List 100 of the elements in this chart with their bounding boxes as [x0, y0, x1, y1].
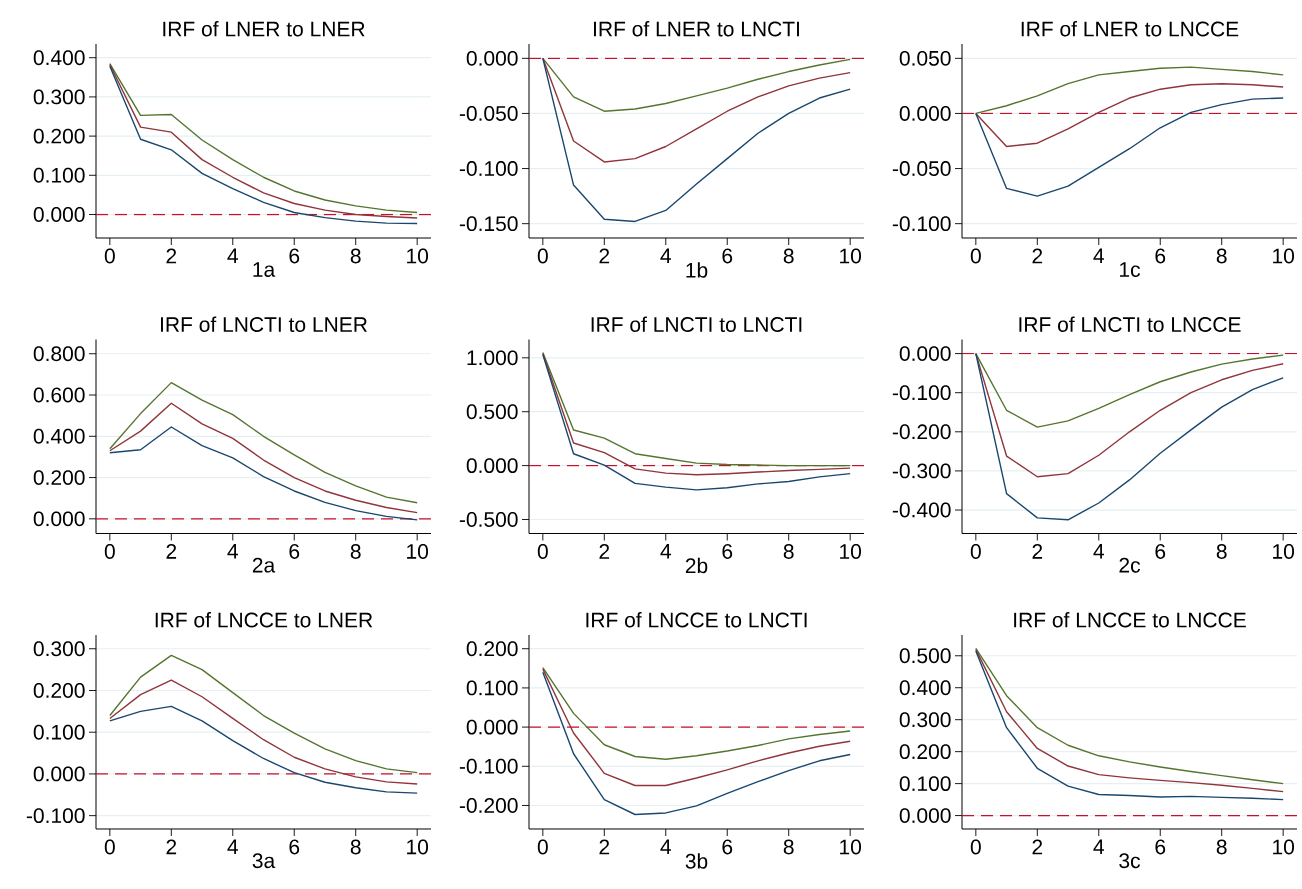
x-tick-label: 8 — [350, 839, 361, 855]
x-tick-label: 4 — [1093, 839, 1104, 854]
x-tick-label: 8 — [783, 839, 794, 855]
x-axis-title: 2c — [1119, 557, 1141, 573]
x-tick-label: 2 — [1032, 248, 1043, 264]
x-tick-label: 6 — [289, 248, 300, 264]
y-tick-label: 0.000 — [466, 50, 518, 66]
x-tick-label: 10 — [840, 248, 862, 264]
x-axis-title: 3a — [252, 853, 276, 869]
y-tick-label: 0.300 — [33, 641, 85, 657]
line-series — [975, 82, 1284, 148]
chart-title: IRF of LNCTI to LNER — [161, 316, 367, 332]
x-tick-label: 6 — [1155, 248, 1166, 264]
y-tick-label: 0.600 — [33, 387, 85, 403]
x-tick-label: 0 — [537, 839, 548, 855]
y-tick-label: 0.000 — [899, 106, 951, 121]
x-tick-label: 8 — [783, 544, 794, 559]
x-tick-label: 0 — [970, 544, 981, 559]
x-tick-label: 10 — [407, 544, 429, 559]
x-tick-label: 8 — [1216, 248, 1227, 264]
y-tick-label: 0.100 — [33, 724, 85, 740]
x-tick-label: 2 — [166, 248, 177, 264]
x-tick-label: 2 — [599, 248, 610, 264]
x-tick-label: 2 — [1032, 544, 1043, 559]
x-tick-label: 2 — [166, 839, 177, 855]
line-series — [542, 57, 851, 223]
x-tick-label: 2 — [1032, 839, 1043, 855]
y-tick-label: 0.300 — [33, 89, 85, 105]
y-tick-label: 0.500 — [899, 648, 951, 664]
x-tick-label: 6 — [289, 544, 300, 559]
y-tick-label: -0.100 — [892, 385, 951, 401]
x-tick-label: 8 — [350, 544, 361, 559]
line-series — [109, 705, 418, 794]
x-tick-label: 8 — [350, 248, 361, 264]
y-tick-label: 0.500 — [466, 404, 518, 420]
chart-title: IRF of LNER to LNCCE — [1021, 21, 1239, 37]
x-tick-label: 2 — [599, 839, 610, 855]
x-tick-label: 6 — [1155, 544, 1166, 559]
x-tick-label: 10 — [407, 248, 429, 264]
x-tick-label: 0 — [970, 248, 981, 264]
chart-title: IRF of LNER to LNER — [163, 21, 365, 37]
x-tick-label: 6 — [722, 544, 733, 559]
x-tick-label: 2 — [599, 544, 610, 559]
y-tick-label: -0.400 — [892, 502, 951, 518]
y-tick-label: -0.200 — [459, 798, 518, 813]
y-tick-label: -0.500 — [459, 512, 518, 527]
y-tick-label: 0.100 — [899, 776, 951, 792]
x-tick-label: 8 — [1216, 839, 1227, 855]
x-tick-label: 0 — [104, 248, 115, 264]
line-series — [542, 57, 851, 112]
chart-title: IRF of LNCTI to LNCCE — [1019, 316, 1241, 332]
x-axis-title: 2b — [685, 557, 708, 574]
y-tick-label: -0.050 — [892, 161, 951, 176]
x-tick-label: 6 — [1155, 839, 1166, 855]
x-axis-title: 1c — [1120, 262, 1141, 277]
x-tick-label: 4 — [1093, 248, 1104, 263]
y-tick-label: 0.000 — [33, 511, 85, 527]
y-tick-label: 1.000 — [467, 350, 518, 366]
x-tick-label: 4 — [660, 544, 671, 559]
x-tick-label: 10 — [407, 839, 429, 855]
y-tick-label: 0.300 — [899, 712, 951, 728]
y-tick-label: 0.000 — [33, 766, 85, 782]
line-series — [542, 666, 851, 760]
line-series — [542, 671, 851, 816]
y-tick-label: -0.300 — [892, 463, 951, 479]
x-tick-label: 4 — [1093, 544, 1104, 559]
line-series — [109, 402, 418, 514]
x-tick-label: 4 — [227, 544, 238, 559]
y-tick-label: 0.200 — [466, 641, 518, 657]
chart-title: IRF of LNCCE to LNCTI — [586, 612, 807, 628]
x-tick-label: 8 — [783, 248, 794, 264]
y-tick-label: 0.400 — [33, 50, 85, 66]
x-axis-title: 1a — [253, 262, 276, 277]
y-tick-label: 0.200 — [33, 470, 85, 485]
x-tick-label: 4 — [227, 248, 238, 263]
chart-title: IRF of LNER to LNCTI — [594, 21, 799, 37]
x-axis-title: 1b — [686, 262, 708, 278]
y-tick-label: -0.200 — [892, 424, 951, 440]
line-series — [109, 654, 418, 774]
x-tick-label: 4 — [660, 839, 671, 854]
x-tick-label: 10 — [1273, 544, 1295, 559]
y-tick-label: -0.100 — [459, 758, 518, 774]
y-tick-label: -0.100 — [459, 161, 518, 176]
line-series — [975, 66, 1284, 115]
x-axis-title: 3b — [685, 853, 708, 869]
y-tick-label: 0.050 — [899, 50, 951, 66]
y-tick-label: 0.200 — [899, 744, 951, 760]
y-tick-label: 0.100 — [33, 167, 85, 183]
y-tick-label: 0.000 — [466, 719, 518, 735]
x-tick-label: 0 — [104, 544, 115, 559]
line-series — [109, 426, 418, 521]
chart-title: IRF of LNCCE to LNER — [155, 612, 373, 628]
x-tick-label: 2 — [166, 544, 177, 559]
y-tick-label: 0.200 — [33, 683, 85, 698]
y-tick-label: -0.100 — [892, 216, 951, 232]
x-tick-label: 0 — [537, 248, 548, 264]
x-tick-label: 6 — [722, 839, 733, 855]
x-tick-label: 4 — [660, 248, 671, 263]
x-tick-label: 0 — [104, 839, 115, 855]
x-tick-label: 8 — [1216, 544, 1227, 559]
